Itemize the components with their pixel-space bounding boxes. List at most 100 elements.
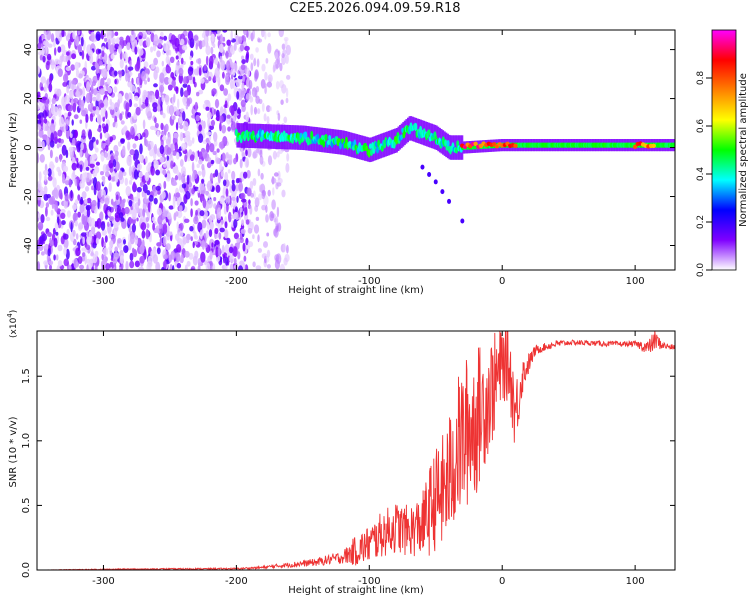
noise-mark xyxy=(166,230,171,241)
noise-mark xyxy=(167,84,173,91)
noise-mark xyxy=(199,182,205,191)
noise-mark xyxy=(149,90,153,96)
noise-mark xyxy=(200,78,205,84)
noise-mark xyxy=(76,175,79,187)
noise-mark xyxy=(129,149,135,156)
noise-mark xyxy=(205,142,210,153)
noise-mark xyxy=(265,57,269,64)
noise-mark xyxy=(81,110,87,117)
noise-mark xyxy=(67,104,74,112)
noise-mark xyxy=(78,222,84,230)
noise-mark xyxy=(153,83,158,88)
snr-xlabel: Height of straight line (km) xyxy=(288,585,424,596)
noise-mark xyxy=(178,67,184,77)
noise-mark xyxy=(209,55,214,66)
noise-mark xyxy=(199,210,205,217)
noise-mark xyxy=(159,156,165,163)
noise-mark xyxy=(159,232,162,239)
noise-mark xyxy=(222,30,228,33)
noise-mark xyxy=(171,79,176,88)
y-tick-label: 1.0 xyxy=(21,433,32,449)
noise-mark xyxy=(205,45,211,56)
noise-mark xyxy=(286,74,291,80)
noise-mark xyxy=(52,227,56,235)
noise-mark xyxy=(162,112,166,119)
noise-mark xyxy=(77,82,82,87)
noise-mark xyxy=(139,255,145,264)
noise-mark xyxy=(280,99,284,105)
noise-mark xyxy=(97,49,102,54)
noise-mark xyxy=(179,257,184,263)
noise-mark xyxy=(141,191,145,198)
noise-mark xyxy=(182,111,186,122)
noise-mark xyxy=(109,240,114,248)
noise-mark xyxy=(96,218,102,229)
spectrogram-marks xyxy=(37,30,675,270)
noise-mark xyxy=(158,42,162,48)
x-tick-label: -300 xyxy=(92,276,115,287)
noise-mark xyxy=(58,189,63,199)
noise-mark xyxy=(145,228,149,240)
noise-mark xyxy=(86,236,92,245)
noise-mark xyxy=(225,188,229,197)
noise-mark xyxy=(38,112,44,118)
noise-mark xyxy=(79,119,83,124)
noise-mark xyxy=(277,170,281,181)
noise-mark xyxy=(43,260,49,266)
noise-mark xyxy=(64,94,71,105)
noise-mark xyxy=(213,75,216,82)
noise-mark xyxy=(163,163,167,168)
noise-mark xyxy=(225,76,230,85)
spectrogram-ylabel: Frequency (Hz) xyxy=(8,112,19,188)
noise-mark xyxy=(77,194,81,201)
noise-mark xyxy=(184,154,188,163)
noise-mark xyxy=(181,173,186,184)
noise-mark xyxy=(65,128,71,140)
noise-mark xyxy=(156,130,160,138)
noise-mark xyxy=(230,121,236,131)
noise-mark xyxy=(168,254,173,263)
noise-mark xyxy=(228,155,233,166)
noise-mark xyxy=(263,113,267,122)
noise-mark xyxy=(246,67,250,78)
noise-mark xyxy=(175,233,180,241)
noise-mark xyxy=(37,104,40,110)
noise-mark xyxy=(219,227,225,233)
noise-mark xyxy=(147,110,152,121)
band-mark xyxy=(310,130,314,140)
noise-mark xyxy=(210,46,214,55)
noise-mark xyxy=(180,38,185,46)
noise-mark xyxy=(174,175,179,181)
noise-mark xyxy=(73,114,79,120)
noise-mark xyxy=(75,36,79,47)
noise-mark xyxy=(54,189,59,200)
noise-mark xyxy=(83,173,88,177)
colorbar-tick-label: 0.2 xyxy=(696,215,706,229)
noise-mark xyxy=(211,242,214,248)
noise-mark xyxy=(38,128,44,138)
noise-mark xyxy=(192,241,195,249)
noise-mark xyxy=(111,201,117,206)
noise-mark xyxy=(101,50,105,58)
noise-mark xyxy=(73,97,79,104)
noise-mark xyxy=(155,169,161,176)
noise-mark xyxy=(113,223,119,228)
noise-mark xyxy=(69,90,74,100)
noise-mark xyxy=(88,139,94,151)
noise-mark xyxy=(175,211,179,217)
noise-mark xyxy=(191,137,195,144)
noise-mark xyxy=(244,157,250,169)
noise-mark xyxy=(74,220,79,227)
colorbar-tick-label: 0.4 xyxy=(696,167,706,182)
noise-mark xyxy=(138,97,142,107)
noise-mark xyxy=(139,181,144,187)
noise-mark xyxy=(120,138,125,144)
band-mark xyxy=(395,136,399,145)
noise-mark xyxy=(113,70,118,77)
noise-mark xyxy=(50,59,55,70)
noise-mark xyxy=(273,61,277,72)
noise-mark xyxy=(160,31,164,37)
noise-mark xyxy=(95,231,102,240)
band-mark xyxy=(370,148,374,156)
